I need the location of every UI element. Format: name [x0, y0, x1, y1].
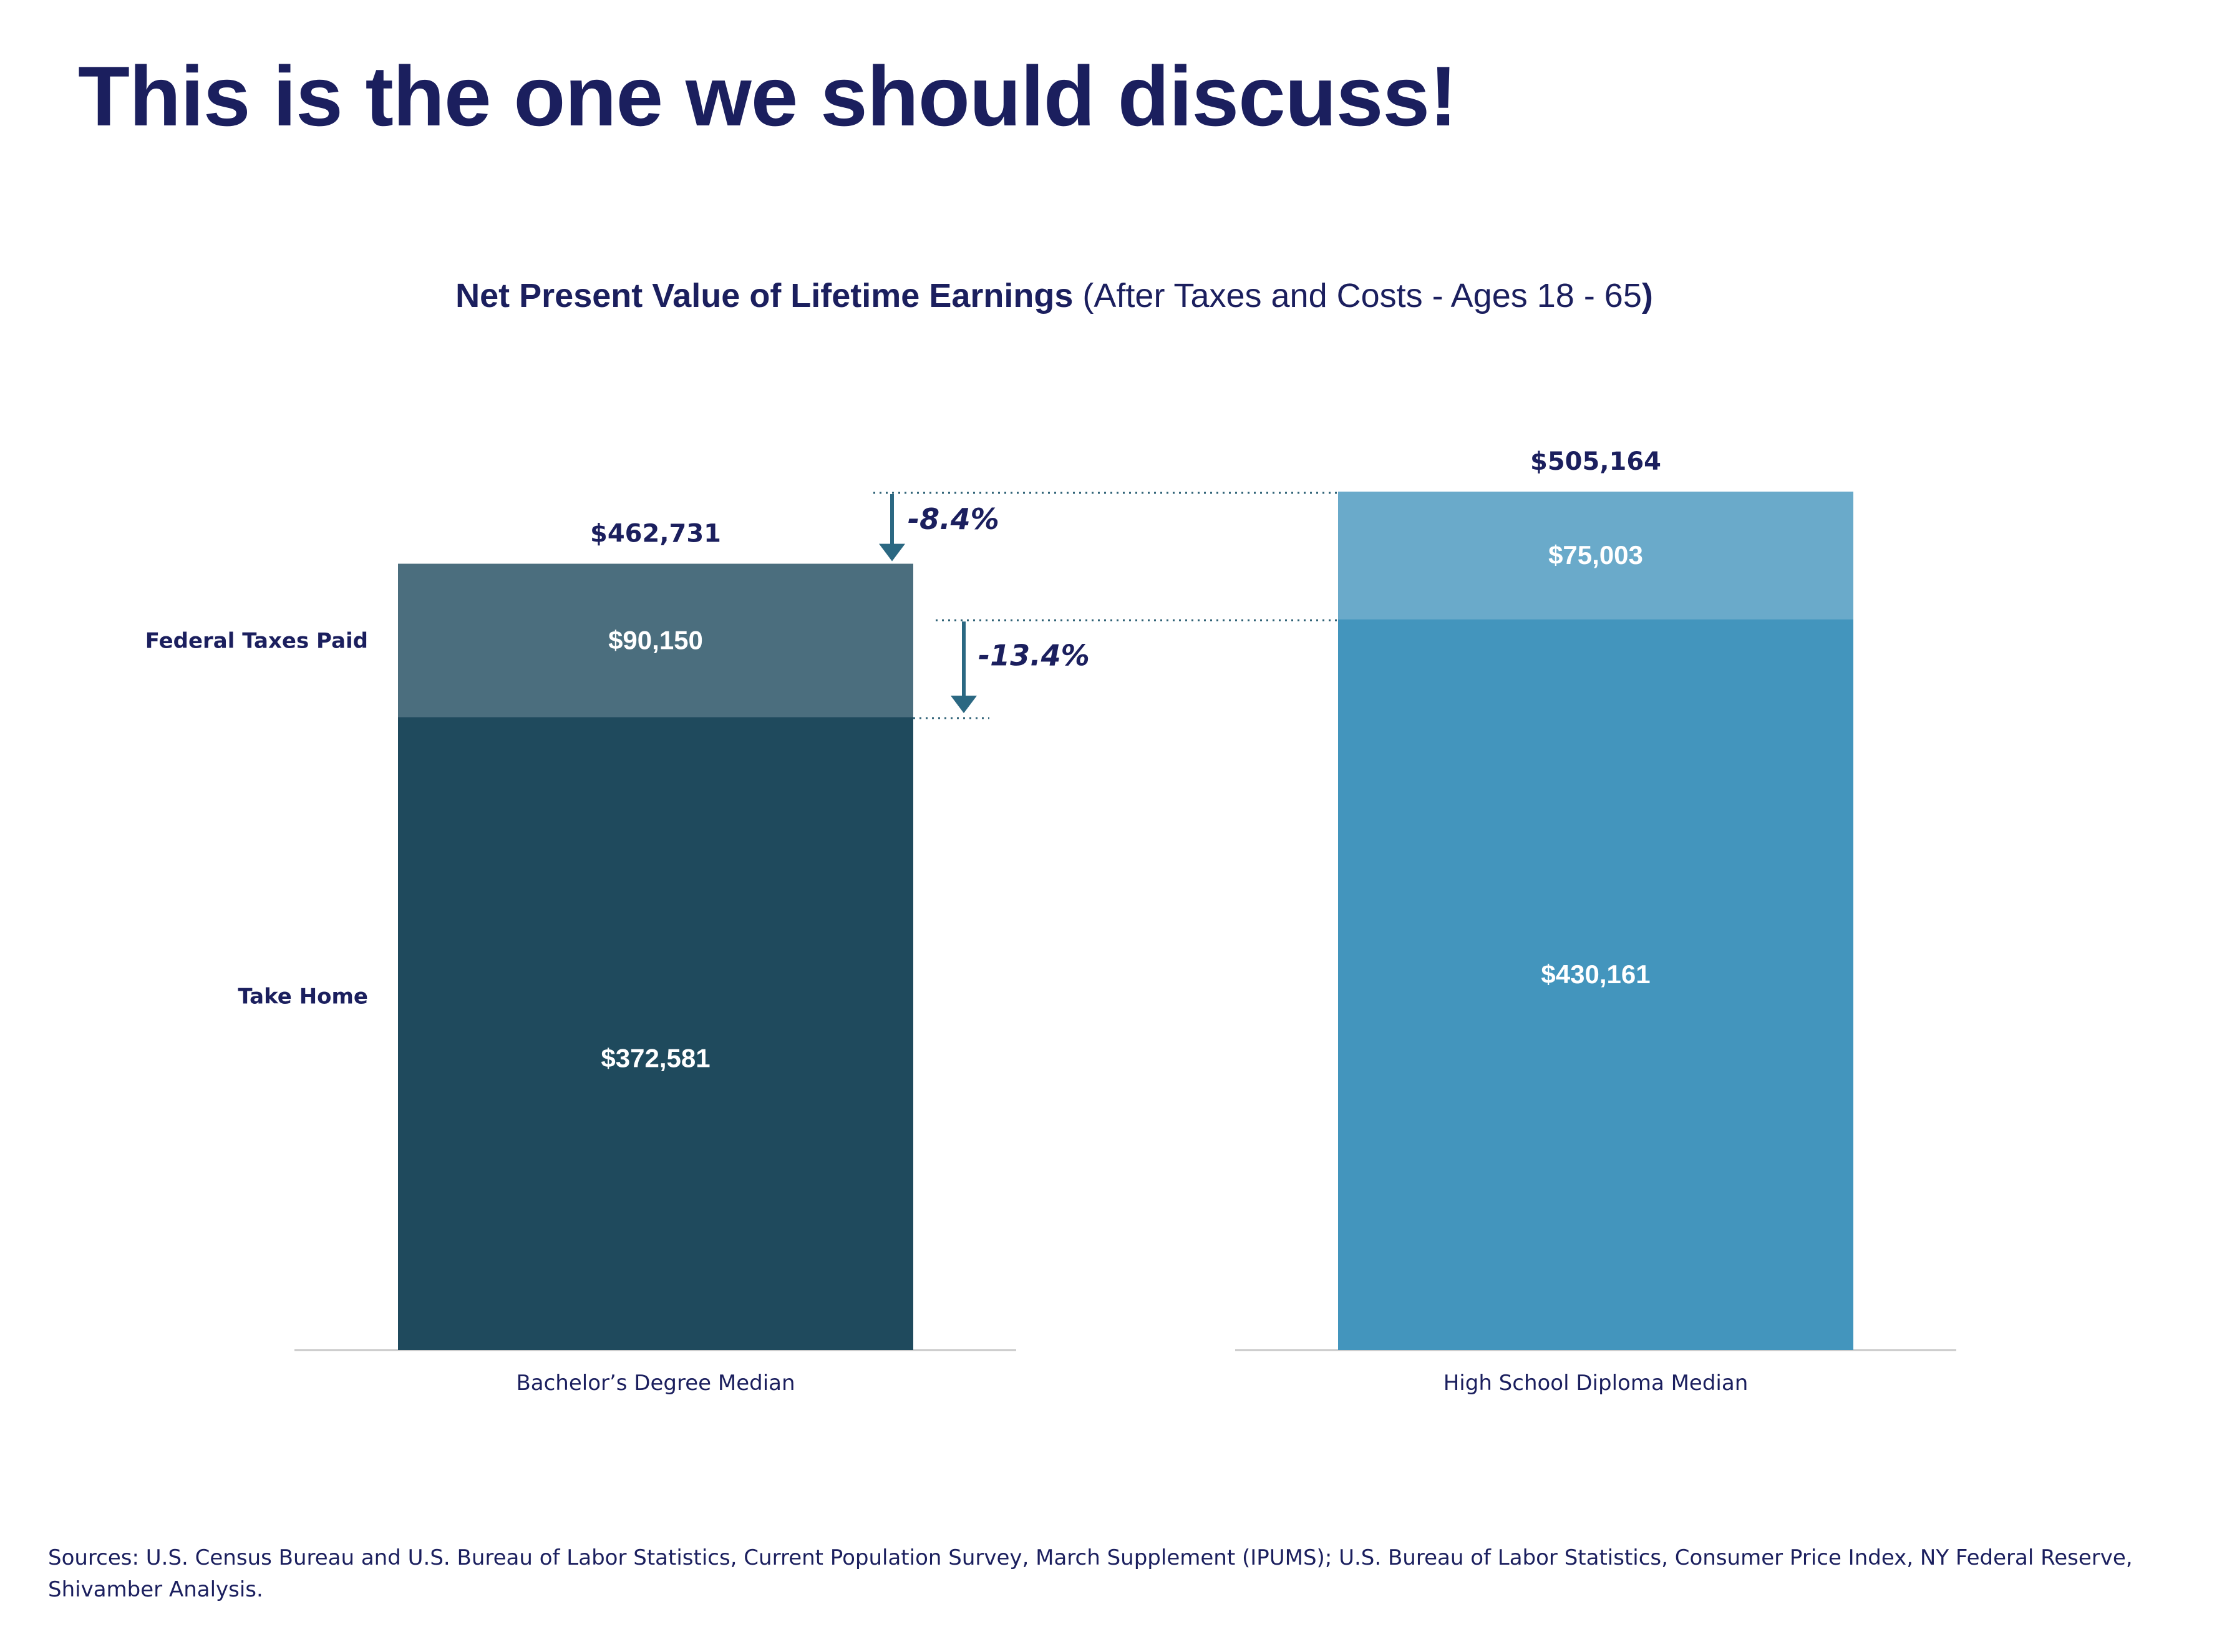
chart-title-bold: Net Present Value of Lifetime Earnings	[455, 277, 1073, 314]
bar-bachelor-federal-taxes-paid	[398, 563, 913, 717]
sources-note: Sources: U.S. Census Bureau and U.S. Bur…	[48, 1545, 2133, 1602]
category-label-bachelor: Bachelor’s Degree Median	[516, 1371, 795, 1396]
chart-title-regular: (After Taxes and Costs - Ages 18 - 65	[1073, 277, 1641, 314]
chart-title-close: )	[1642, 277, 1653, 314]
legend-label-federal-taxes-paid: Federal Taxes Paid	[145, 628, 368, 653]
slide-title: This is the one we should discuss!	[78, 49, 1457, 143]
bar-label-bachelor-federal-taxes-paid: $90,150	[608, 625, 703, 654]
annotation-arrow-head-take-home	[951, 696, 977, 714]
bar-high-school-take-home	[1338, 619, 1853, 1350]
category-label-high-school: High School Diploma Median	[1443, 1371, 1749, 1396]
legend-label-take-home: Take Home	[238, 984, 368, 1009]
chart-title: Net Present Value of Lifetime Earnings (…	[455, 277, 1653, 314]
bar-bachelor-take-home	[398, 717, 913, 1350]
annotation-label-take-home: -13.4%	[978, 638, 1090, 672]
annotation-label-total: -8.4%	[908, 502, 999, 536]
bar-high-school-federal-taxes-paid	[1338, 492, 1853, 620]
total-label-high-school: $505,164	[1530, 447, 1661, 476]
bar-label-high-school-take-home: $430,161	[1541, 960, 1650, 989]
annotation-arrow-head-total	[879, 543, 905, 561]
total-label-bachelor: $462,731	[590, 520, 721, 548]
bar-label-bachelor-take-home: $372,581	[601, 1044, 710, 1073]
bar-label-high-school-federal-taxes-paid: $75,003	[1548, 540, 1643, 570]
